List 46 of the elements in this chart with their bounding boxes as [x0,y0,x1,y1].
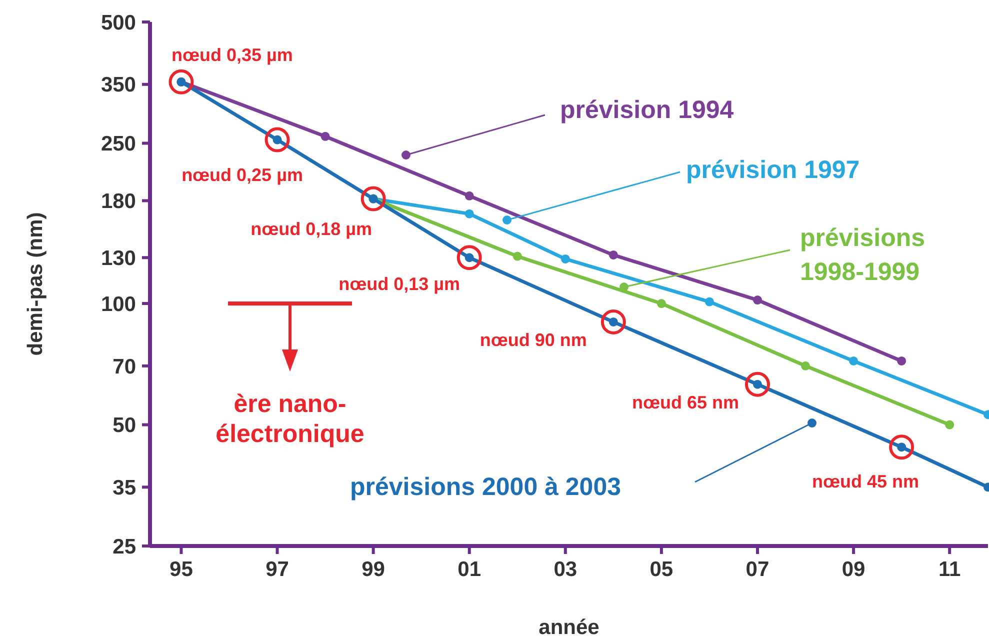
y-tick-label: 25 [112,535,136,558]
y-tick-label: 500 [100,11,136,34]
x-tick-label: 01 [458,558,482,581]
x-tick-label: 09 [842,558,866,581]
point [897,356,906,366]
point [608,250,618,260]
text: prévisions 1998-1999 [800,224,926,286]
x-tick-label: 07 [746,558,770,581]
x-tick-label: 03 [554,558,578,581]
y-tick-label: 130 [100,246,136,270]
point [464,209,474,218]
x-tick-label: 11 [938,558,961,581]
point [560,254,570,264]
y-tick-label: 35 [112,476,136,500]
annotation: nœud 90 nm [480,330,587,350]
y-tick-label: 350 [100,74,136,97]
x-tick-label: 99 [362,558,385,581]
annotation: nœud 0,25 µm [182,165,303,186]
point [656,299,666,308]
y-tick-label: 180 [100,190,136,214]
y-tick-label: 100 [100,292,136,316]
annotation: ère nano-électronique [216,390,364,448]
x-tick-label: 97 [266,558,289,581]
y-axis-title: demi-pas (nm) [24,212,47,356]
x-tick-label: 05 [650,558,674,581]
y-tick-label: 70 [112,355,136,378]
y-tick-label: 250 [100,132,136,156]
text: prévision 1994 [560,96,734,124]
point [801,361,810,370]
annotation: nœud 45 nm [812,471,920,492]
point [704,297,714,306]
point [945,420,954,430]
annotation: nœud 65 nm [632,392,739,413]
annotation: nœud 0,35 µm [172,45,293,66]
text: prévision 1997 [686,156,860,184]
point [752,296,762,305]
text: prévisions 2000 à 2003 [350,473,622,501]
point [320,132,330,141]
annotation: nœud 0,18 µm [250,219,372,240]
x-axis-title: année [538,616,600,639]
y-tick-label: 50 [112,414,136,438]
point [464,191,474,200]
annotation: nœud 0,13 µm [338,274,460,294]
point [512,252,522,261]
x-tick-label: 95 [170,558,194,581]
point [849,356,858,366]
